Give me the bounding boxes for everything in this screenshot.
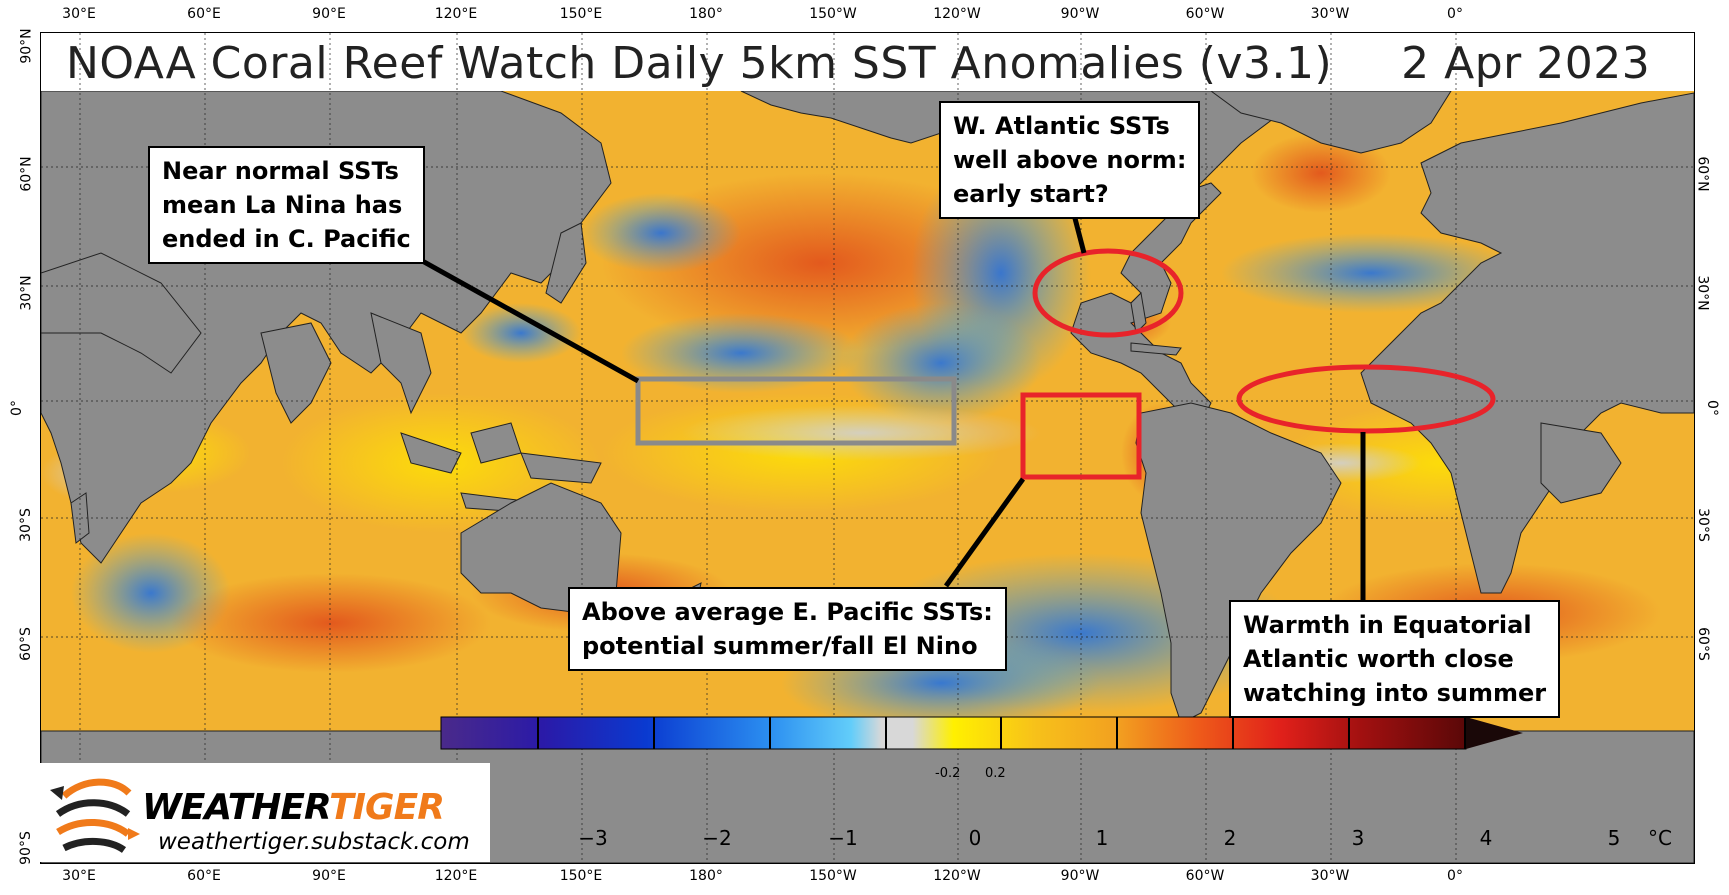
nino-region-box: [635, 376, 957, 446]
colorbar-tick: 5: [1607, 826, 1621, 850]
lon-label: 60°E: [187, 868, 221, 884]
lat-label-left: 60°S: [17, 627, 34, 661]
callout-line: W. Atlantic SSTs: [953, 112, 1170, 140]
brand-name: WEATHERTIGER: [142, 787, 445, 828]
lon-label: 90°E: [312, 6, 346, 22]
east-pacific-box: [1020, 392, 1142, 480]
colorbar-tick: 2: [1223, 826, 1237, 850]
map-title: NOAA Coral Reef Watch Daily 5km SST Anom…: [66, 38, 1650, 89]
lon-label: 90°W: [1060, 6, 1100, 22]
callout-line: well above norm:: [953, 146, 1187, 174]
colorbar: [440, 716, 1523, 750]
callout-line: Atlantic worth close: [1243, 645, 1514, 673]
brand-part2: TIGER: [329, 787, 445, 828]
lon-label: 60°W: [1185, 868, 1225, 884]
lon-label: 30°E: [62, 6, 96, 22]
callout-line: Above average E. Pacific SSTs:: [582, 598, 993, 626]
lat-label-right: 30°N: [1694, 275, 1711, 311]
callout-line: Near normal SSTs: [162, 157, 399, 185]
equatorial-atlantic-ellipse: [1236, 364, 1496, 434]
callout-west-atlantic: W. Atlantic SSTs well above norm: early …: [939, 101, 1201, 219]
polar-mask-north: [41, 33, 1694, 91]
lon-label: 0°: [1447, 868, 1463, 884]
colorbar-tick: 0: [968, 826, 982, 850]
lon-label: 120°E: [434, 6, 478, 22]
lon-label: 120°W: [933, 6, 981, 22]
lon-label: 150°E: [559, 6, 603, 22]
brand-url: weathertiger.substack.com: [158, 829, 470, 855]
callout-central-pacific: Near normal SSTs mean La Nina has ended …: [148, 146, 425, 264]
lon-label: 90°E: [312, 868, 346, 884]
lon-label: 150°W: [809, 6, 857, 22]
colorbar-small-label: 0.2: [985, 766, 1006, 781]
lat-label-left: 90°N: [18, 28, 35, 64]
lon-label: 180°: [689, 6, 723, 22]
colorbar-tick: −1: [828, 826, 858, 850]
bottom-longitude-labels: 30°E 60°E 90°E 120°E 150°E 180° 150°W 12…: [0, 868, 1729, 892]
callout-line: early start?: [953, 180, 1109, 208]
top-longitude-labels: 30°E 60°E 90°E 120°E 150°E 180° 150°W 12…: [0, 6, 1729, 30]
lat-label-left: 0°: [8, 400, 25, 416]
colorbar-tick: 1: [1095, 826, 1109, 850]
callout-line: mean La Nina has: [162, 191, 403, 219]
lon-label: 30°E: [62, 868, 96, 884]
title-date: 2 Apr 2023: [1401, 38, 1651, 89]
lon-label: 120°W: [933, 868, 981, 884]
callout-line: watching into summer: [1243, 679, 1547, 707]
lat-label-right: 30°S: [1695, 508, 1712, 542]
callout-east-pacific: Above average E. Pacific SSTs: potential…: [568, 587, 1007, 671]
lat-label-left: 60°N: [18, 156, 35, 192]
lon-label: 120°E: [434, 868, 478, 884]
lon-label: 0°: [1447, 6, 1463, 22]
lon-label: 60°E: [187, 6, 221, 22]
lon-label: 60°W: [1185, 6, 1225, 22]
callout-line: potential summer/fall El Nino: [582, 632, 978, 660]
lat-label-right: 60°S: [1695, 627, 1712, 661]
lat-label-left: 30°N: [18, 275, 35, 311]
lon-label: 90°W: [1060, 868, 1100, 884]
lon-label: 30°W: [1310, 6, 1350, 22]
tiger-swirl-icon: [50, 778, 140, 853]
callout-line: ended in C. Pacific: [162, 225, 411, 253]
lon-label: 180°: [689, 868, 723, 884]
lon-label: 30°W: [1310, 868, 1350, 884]
lon-label: 150°W: [809, 868, 857, 884]
lon-label: 150°E: [559, 868, 603, 884]
callout-equatorial-atlantic: Warmth in Equatorial Atlantic worth clos…: [1229, 600, 1561, 718]
weathertiger-logo: WEATHERTIGER weathertiger.substack.com: [40, 763, 490, 862]
lat-label-left: 30°S: [17, 508, 34, 542]
colorbar-tick: −2: [702, 826, 732, 850]
lat-label-right: 60°N: [1694, 156, 1711, 192]
brand-part1: WEATHER: [142, 787, 330, 828]
colorbar-tick: 4: [1479, 826, 1493, 850]
colorbar-tick: −3: [578, 826, 608, 850]
colorbar-unit: °C: [1648, 826, 1672, 850]
lat-label-right: 0°: [1704, 400, 1721, 416]
colorbar-small-label: -0.2: [935, 766, 961, 781]
title-main: NOAA Coral Reef Watch Daily 5km SST Anom…: [66, 38, 1333, 89]
gulf-highlight-ellipse: [1032, 248, 1184, 338]
callout-line: Warmth in Equatorial: [1243, 611, 1532, 639]
lat-label-left: 90°S: [17, 831, 34, 865]
colorbar-tick: 3: [1351, 826, 1365, 850]
